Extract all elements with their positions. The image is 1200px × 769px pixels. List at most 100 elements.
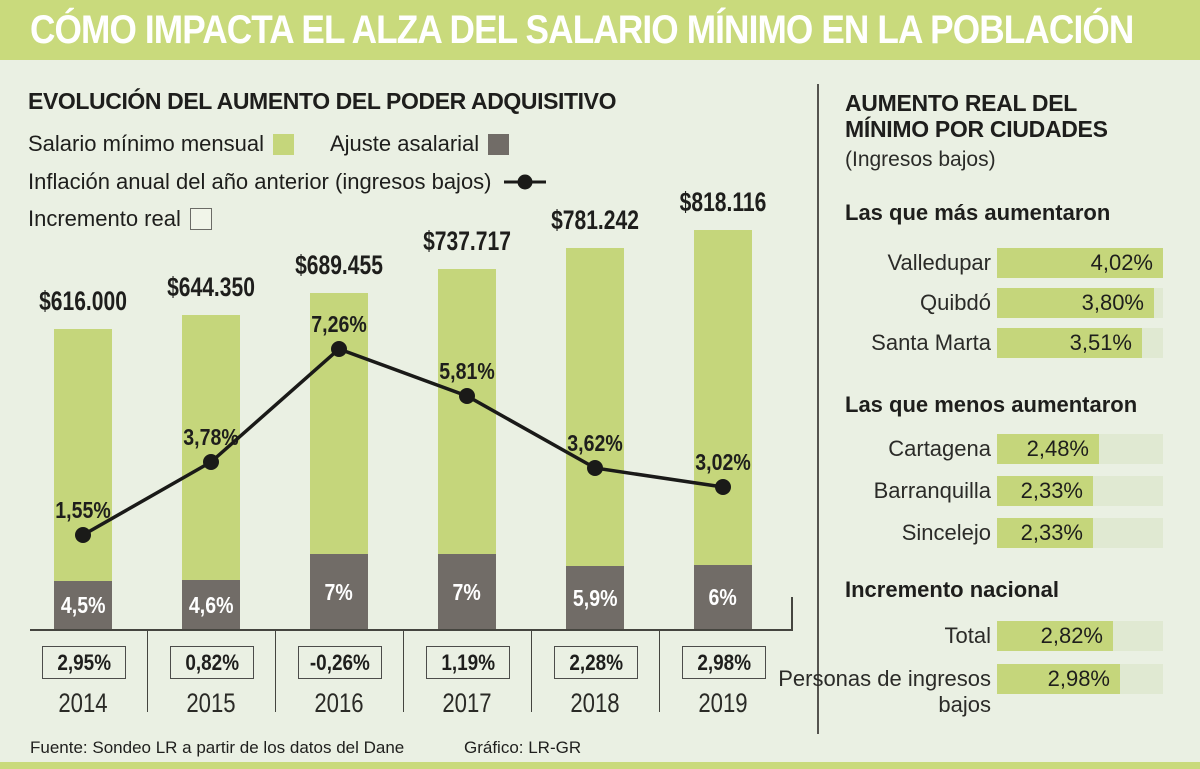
- source-line: Fuente: Sondeo LR a partir de los datos …: [30, 738, 581, 758]
- header-banner: CÓMO IMPACTA EL ALZA DEL SALARIO MÍNIMO …: [0, 0, 1200, 60]
- inflation-dot-2014: [75, 527, 91, 543]
- panel-divider: [817, 84, 819, 734]
- inflation-dot-2017: [459, 388, 475, 404]
- city-bar-value: 2,33%: [1020, 520, 1083, 545]
- inflation-value-label-2014: 1,55%: [55, 497, 111, 523]
- salary-value-label-2016: $689.455: [295, 250, 383, 280]
- real-increment-box-2017: 1,19%: [426, 646, 510, 679]
- city-bar-value: 2,82%: [1040, 623, 1103, 648]
- section-heading-1: Las que menos aumentaron: [845, 392, 1138, 417]
- adjustment-bar-2016: 7%: [310, 554, 368, 630]
- column-divider: [403, 630, 404, 712]
- x-axis-line: [30, 629, 793, 631]
- city-bar-fill: 4,02%: [997, 248, 1163, 278]
- inflation-value-label-2017: 5,81%: [439, 358, 495, 384]
- legend-swatch-salario-icon: [272, 133, 294, 155]
- right-panel-title-line2: MÍNIMO POR CIUDADES: [845, 116, 1108, 142]
- inflation-value-label-2016: 7,26%: [311, 311, 367, 337]
- city-label-sincelejo: Sincelejo: [901, 520, 991, 545]
- bottom-strip: [0, 762, 1200, 769]
- inflation-dot-2015: [203, 454, 219, 470]
- real-increment-box-2015: 0,82%: [170, 646, 254, 679]
- real-increment-box-2016: -0,26%: [298, 646, 382, 679]
- adjustment-bar-2015-text: 4,6%: [188, 591, 234, 618]
- year-label-2017: 2017: [442, 688, 492, 718]
- salary-bar-2014: [54, 329, 112, 630]
- city-bar-fill: 2,98%: [997, 664, 1120, 694]
- city-label-total: Total: [944, 623, 991, 648]
- year-label-2018: 2018: [570, 688, 620, 718]
- salary-bar-2019: [694, 230, 752, 630]
- legend-label-salario-minimo: Salario mínimo mensual: [28, 131, 264, 156]
- legend-row-1: Salario mínimo mensual Ajuste asalarial: [28, 131, 510, 157]
- inflation-value-label-2018: 3,62%: [567, 430, 623, 456]
- adjustment-bar-2017: 7%: [438, 554, 496, 630]
- real-increment-box-2018-text: 2,28%: [569, 649, 623, 675]
- salary-value-label-2018: $781.242: [551, 205, 639, 235]
- inflation-dot-2016: [331, 341, 347, 357]
- city-label-barranquilla: Barranquilla: [873, 478, 991, 503]
- real-increment-box-2019: 2,98%: [682, 646, 766, 679]
- credit-note: Gráfico: LR-GR: [463, 738, 582, 757]
- source-note: Fuente: Sondeo LR a partir de los datos …: [30, 738, 405, 757]
- year-label-2019: 2019: [698, 688, 748, 718]
- city-bar-value: 3,80%: [1081, 290, 1144, 315]
- adjustment-bar-2017-text: 7%: [452, 578, 482, 605]
- real-increment-box-2016-text: -0,26%: [310, 649, 370, 675]
- column-divider: [531, 630, 532, 712]
- adjustment-bar-2014: 4,5%: [54, 581, 112, 630]
- salary-value-label-2019: $818.116: [679, 187, 767, 217]
- inflation-value-label-2019: 3,02%: [695, 449, 751, 475]
- page-title: CÓMO IMPACTA EL ALZA DEL SALARIO MÍNIMO …: [30, 8, 1134, 52]
- real-increment-box-2014: 2,95%: [42, 646, 126, 679]
- legend-row-2: Inflación anual del año anterior (ingres…: [28, 169, 548, 195]
- real-increment-box-2017-text: 1,19%: [441, 649, 495, 675]
- city-bar-value: 4,02%: [1090, 250, 1153, 275]
- column-divider: [659, 630, 660, 712]
- legend-label-incremento-real: Incremento real: [28, 206, 181, 231]
- year-label-2014: 2014: [58, 688, 108, 718]
- city-label-personas-de-ingresos-bajos: Personas de ingresos bajos: [778, 666, 991, 717]
- left-section-title: EVOLUCIÓN DEL AUMENTO DEL PODER ADQUISIT…: [28, 88, 617, 114]
- inflation-dot-2019: [715, 479, 731, 495]
- inflation-line: [82, 346, 724, 537]
- legend-label-ajuste: Ajuste asalarial: [329, 131, 480, 156]
- real-increment-box-2015-text: 0,82%: [185, 649, 239, 675]
- section-heading-0: Las que más aumentaron: [845, 200, 1111, 225]
- city-label-cartagena: Cartagena: [888, 436, 991, 461]
- legend-swatch-incremento-icon: [189, 208, 212, 230]
- real-increment-box-2014-text: 2,95%: [57, 649, 111, 675]
- salary-value-label-2017: $737.717: [423, 226, 511, 256]
- legend-label-inflacion: Inflación anual del año anterior (ingres…: [28, 169, 492, 194]
- city-bar-fill: 3,80%: [997, 288, 1154, 318]
- city-bar-value: 2,33%: [1020, 478, 1083, 503]
- right-panel-title-line1: AUMENTO REAL DEL: [845, 90, 1078, 116]
- city-label-valledupar: Valledupar: [887, 250, 991, 275]
- column-divider: [147, 630, 148, 712]
- adjustment-bar-2019: 6%: [694, 565, 752, 630]
- adjustment-bar-2018: 5,9%: [566, 566, 624, 630]
- year-label-2016: 2016: [314, 688, 364, 718]
- legend-line-dot-icon: [502, 174, 548, 190]
- city-bar-fill: 3,51%: [997, 328, 1142, 358]
- city-bar-fill: 2,33%: [997, 476, 1093, 506]
- adjustment-bar-2018-text: 5,9%: [572, 584, 618, 611]
- column-divider: [275, 630, 276, 712]
- salary-value-label-2014: $616.000: [39, 286, 127, 316]
- city-bar-value: 2,98%: [1047, 666, 1110, 691]
- year-label-2015: 2015: [186, 688, 236, 718]
- real-increment-box-2019-text: 2,98%: [697, 649, 751, 675]
- adjustment-bar-2016-text: 7%: [324, 578, 354, 605]
- adjustment-bar-2014-text: 4,5%: [60, 592, 106, 618]
- salary-value-label-2015: $644.350: [167, 272, 255, 302]
- city-bar-fill: 2,48%: [997, 434, 1099, 464]
- city-label-quibd-: Quibdó: [920, 290, 991, 315]
- city-bar-fill: 2,33%: [997, 518, 1093, 548]
- city-bar-fill: 2,82%: [997, 621, 1113, 651]
- x-axis-end-tick: [791, 597, 793, 630]
- inflation-dot-2018: [587, 460, 603, 476]
- real-increment-box-2018: 2,28%: [554, 646, 638, 679]
- section-heading-2: Incremento nacional: [845, 577, 1059, 602]
- adjustment-bar-2019-text: 6%: [708, 584, 738, 610]
